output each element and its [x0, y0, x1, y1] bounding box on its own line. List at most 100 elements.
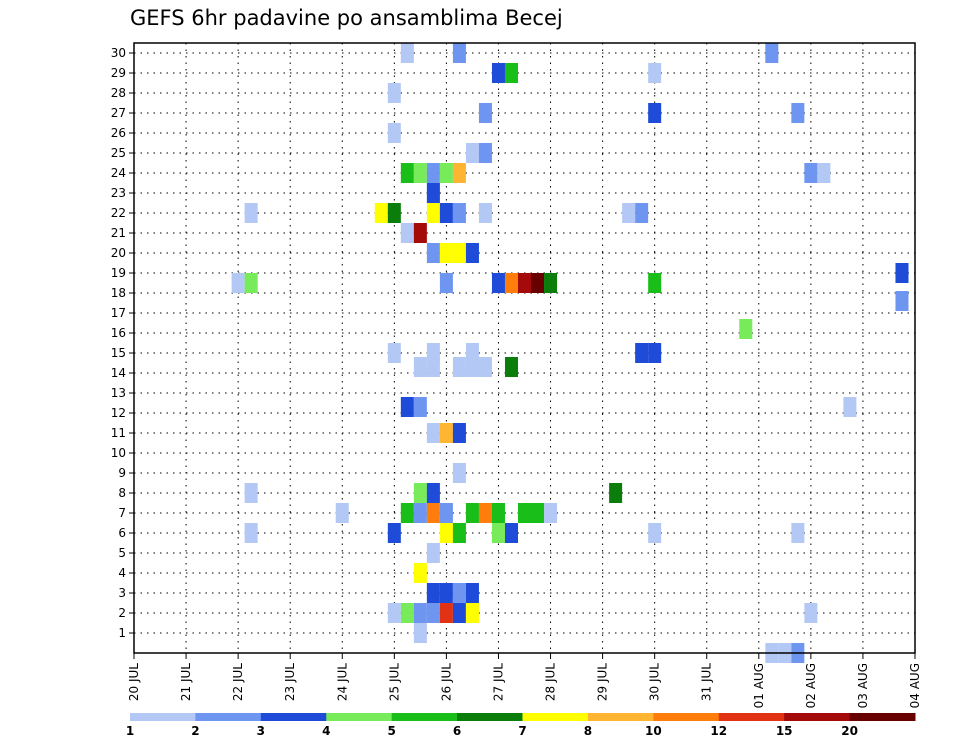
heat-cell	[452, 603, 466, 623]
heat-cell	[439, 603, 453, 623]
heat-cell	[465, 603, 479, 623]
heat-cell	[426, 243, 440, 263]
heat-cell	[648, 63, 662, 83]
heat-cell	[531, 273, 545, 293]
heat-cell	[895, 263, 909, 283]
x-tick-label: 28 JUL	[544, 663, 558, 701]
y-tick-label: 3	[118, 586, 126, 600]
heat-cell	[244, 203, 258, 223]
heat-cell	[387, 603, 401, 623]
y-tick-label: 27	[111, 106, 126, 120]
heat-cell	[452, 357, 466, 377]
colorbar-label: 6	[453, 724, 461, 738]
x-tick-label: 21 JUL	[179, 663, 193, 701]
x-tick-label: 29 JUL	[596, 663, 610, 701]
heat-cell	[765, 43, 779, 63]
y-tick-label: 12	[111, 406, 126, 420]
colorbar-label: 15	[776, 724, 793, 738]
colorbar-label: 3	[257, 724, 265, 738]
y-tick-label: 23	[111, 186, 126, 200]
heat-cell	[387, 343, 401, 363]
heat-cell	[478, 103, 492, 123]
heat-cell	[413, 223, 427, 243]
heat-cell	[439, 163, 453, 183]
heat-cell	[413, 603, 427, 623]
heat-cell	[478, 203, 492, 223]
heat-cell	[387, 123, 401, 143]
x-tick-label: 23 JUL	[283, 663, 297, 701]
x-tick-label: 02 AUG	[804, 663, 818, 708]
y-tick-label: 21	[111, 226, 126, 240]
heat-cell	[465, 143, 479, 163]
heat-cell	[478, 143, 492, 163]
colorbar-swatch	[326, 713, 393, 721]
heat-cell	[504, 63, 518, 83]
heat-cell	[804, 603, 818, 623]
colorbar-swatch	[260, 713, 327, 721]
y-tick-label: 15	[111, 346, 126, 360]
heat-cell	[413, 483, 427, 503]
heat-cell	[400, 397, 414, 417]
heat-cell	[413, 503, 427, 523]
heat-cell	[465, 357, 479, 377]
heat-cell	[895, 291, 909, 311]
heat-cell	[635, 343, 649, 363]
heat-cell	[817, 163, 831, 183]
heat-cell	[517, 273, 532, 293]
heat-cell	[426, 423, 440, 443]
y-tick-label: 2	[118, 606, 126, 620]
y-axis: 1234567891011121314151617181920212223242…	[111, 46, 134, 640]
heat-cell	[426, 583, 440, 603]
x-tick-label: 26 JUL	[439, 663, 453, 701]
x-tick-label: 20 JUL	[127, 663, 141, 701]
heat-cell	[439, 203, 453, 223]
heat-cell	[491, 523, 505, 543]
y-tick-label: 9	[118, 466, 126, 480]
heat-cell	[648, 343, 662, 363]
heat-cell	[439, 503, 453, 523]
heat-cell	[465, 243, 479, 263]
heat-cell	[544, 273, 558, 293]
heat-cell	[244, 483, 258, 503]
heat-cell	[413, 623, 427, 643]
heat-cell	[413, 357, 427, 377]
heat-cell	[452, 423, 466, 443]
heat-cell	[452, 203, 466, 223]
y-tick-label: 7	[118, 506, 126, 520]
x-axis: 20 JUL 21 JUL 22 JUL 23 JUL 24 JUL 25 JUL 26 J…	[127, 653, 922, 708]
heat-cell	[426, 543, 440, 563]
heat-cell	[439, 273, 453, 293]
heat-cell	[478, 357, 492, 377]
x-tick-label: 24 JUL	[335, 663, 349, 701]
colorbar-label: 12	[710, 724, 727, 738]
heat-cell	[531, 503, 545, 523]
heat-cell	[413, 163, 427, 183]
colorbar-swatch	[587, 713, 654, 721]
x-tick-label: 01 AUG	[752, 663, 766, 708]
y-tick-label: 8	[118, 486, 126, 500]
colorbar-swatch	[130, 713, 196, 721]
y-tick-label: 19	[111, 266, 126, 280]
heat-cell	[491, 273, 505, 293]
colorbar-label: 2	[191, 724, 199, 738]
y-tick-label: 14	[111, 366, 126, 380]
y-tick-label: 28	[111, 86, 126, 100]
heat-cell	[244, 523, 258, 543]
x-tick-label: 31 JUL	[700, 663, 714, 701]
heat-cell	[491, 503, 505, 523]
heat-cell	[843, 397, 857, 417]
x-tick-label: 03 AUG	[856, 663, 870, 708]
heat-cell	[452, 583, 466, 603]
y-tick-label: 16	[111, 326, 126, 340]
plot-frame	[133, 42, 916, 654]
heat-cell	[426, 603, 440, 623]
y-tick-label: 1	[118, 626, 126, 640]
heat-cell	[400, 43, 414, 63]
y-tick-label: 13	[111, 386, 126, 400]
colorbar-label: 1	[126, 724, 134, 738]
heat-cell	[335, 503, 349, 523]
x-tick-label: 25 JUL	[387, 663, 401, 701]
y-tick-label: 4	[118, 566, 126, 580]
heat-cell	[622, 203, 636, 223]
colorbar-label: 7	[518, 724, 526, 738]
